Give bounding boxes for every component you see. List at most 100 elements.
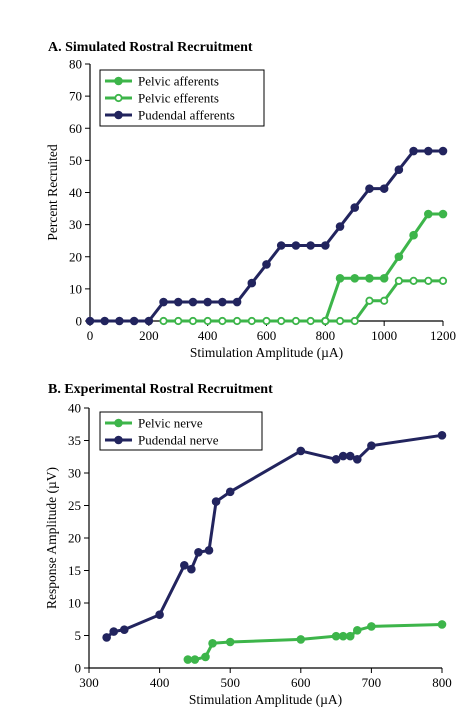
legend-swatch-marker [114, 110, 123, 120]
legend-box [99, 411, 263, 451]
panel-a-simulated-chart: A. Simulated Rostral Recruitment 0 10 20 30… [45, 40, 456, 360]
y-axis-label: Response Amplitude (µV) [44, 467, 59, 609]
x-tick-label: 600 [257, 328, 277, 343]
data-point-a-2 [115, 316, 124, 326]
panel-a-title: A. Simulated Rostral Recruitment [48, 40, 253, 55]
data-point-a-1 [232, 316, 242, 326]
data-point-a-2 [85, 316, 95, 326]
data-point-a-2 [379, 184, 389, 193]
legend-swatch-marker [114, 418, 123, 428]
data-point-a-2 [365, 184, 374, 193]
data-point-b-0 [331, 631, 341, 641]
y-tick-label: 60 [69, 121, 82, 136]
series-line-a-2 [88, 149, 445, 323]
data-point-a-2 [335, 222, 345, 231]
data-point-a-1 [321, 316, 330, 326]
data-point-b-0 [367, 622, 376, 631]
data-point-a-2 [321, 241, 330, 250]
data-point-a-0 [409, 230, 418, 240]
x-tick-label: 400 [198, 328, 218, 343]
data-point-b-1 [367, 441, 376, 451]
data-point-b-0 [190, 655, 200, 664]
x-tick-label: 800 [316, 328, 336, 343]
data-point-b-0 [208, 639, 217, 648]
data-point-a-2 [276, 241, 286, 250]
data-point-a-1 [335, 316, 345, 326]
y-tick-label: 10 [68, 596, 81, 611]
legend-label: Pudendal nerve [138, 433, 219, 448]
data-point-b-0 [437, 620, 447, 629]
x-tick-label: 600 [291, 675, 311, 690]
data-point-a-1 [218, 316, 227, 326]
legend-label: Pelvic afferents [138, 74, 219, 89]
data-point-a-2 [100, 316, 110, 326]
series-line-a-0 [323, 212, 445, 323]
data-point-b-1 [180, 561, 189, 570]
data-point-b-1 [296, 446, 306, 456]
data-point-b-0 [345, 631, 355, 641]
data-point-a-0 [365, 273, 374, 283]
legend-label: Pudendal afferents [138, 108, 235, 123]
legend-label: Pelvic efferents [138, 91, 219, 106]
y-tick-label: 40 [69, 185, 82, 200]
data-point-b-0 [183, 655, 193, 664]
data-point-a-0 [379, 273, 389, 283]
y-tick-label: 0 [75, 661, 82, 676]
data-point-a-2 [306, 241, 315, 250]
data-point-a-0 [438, 209, 448, 219]
data-point-a-1 [277, 316, 286, 326]
y-tick-label: 80 [69, 57, 82, 72]
y-tick-label: 20 [68, 531, 81, 546]
data-point-a-1 [306, 316, 315, 326]
x-tick-label: 200 [139, 328, 159, 343]
data-point-b-1 [331, 455, 341, 464]
data-point-b-1 [102, 633, 111, 642]
data-point-a-2 [144, 316, 154, 326]
data-point-a-2 [262, 260, 271, 269]
data-point-a-1 [365, 296, 374, 305]
data-point-b-1 [109, 627, 119, 636]
data-point-b-1 [187, 564, 196, 574]
y-tick-label: 20 [69, 249, 82, 264]
data-point-b-0 [225, 637, 235, 647]
data-point-b-1 [204, 546, 214, 555]
data-point-a-2 [350, 203, 360, 212]
panel-b-experimental-chart: B. Experimental Rostral Recruitment 0 5 10… [44, 382, 452, 707]
data-point-a-2 [291, 241, 301, 250]
x-axis-label: Stimulation Amplitude (µA) [190, 345, 343, 360]
data-point-a-1 [380, 296, 389, 305]
data-point-a-2 [423, 146, 433, 156]
y-tick-label: 40 [68, 401, 81, 416]
data-point-a-2 [129, 316, 139, 326]
x-tick-label: 700 [362, 675, 382, 690]
data-point-a-2 [188, 297, 198, 307]
data-point-a-2 [438, 146, 448, 156]
x-tick-label: 1200 [430, 328, 456, 343]
data-point-a-1 [291, 316, 301, 326]
data-point-b-0 [201, 652, 210, 662]
y-tick-label: 50 [69, 153, 82, 168]
data-point-a-0 [350, 273, 360, 283]
data-point-a-1 [174, 316, 183, 326]
data-point-b-1 [225, 487, 235, 497]
data-point-a-2 [173, 297, 183, 307]
y-tick-label: 30 [68, 466, 81, 481]
data-point-a-2 [203, 297, 212, 307]
data-point-a-2 [409, 146, 418, 156]
x-axis-label: Stimulation Amplitude (µA) [189, 692, 342, 707]
x-tick-label: 800 [432, 675, 452, 690]
legend-swatch-marker [114, 435, 123, 445]
data-point-a-1 [262, 316, 271, 326]
data-point-a-1 [424, 276, 433, 285]
data-point-b-0 [352, 626, 362, 635]
data-point-b-0 [338, 631, 348, 641]
data-point-a-2 [232, 297, 242, 307]
x-tick-label: 0 [87, 328, 94, 343]
data-point-a-1 [394, 276, 403, 285]
legend-swatch-marker [114, 76, 123, 86]
y-tick-label: 15 [68, 563, 81, 578]
data-point-a-2 [247, 278, 257, 288]
y-tick-label: 0 [76, 314, 83, 329]
data-point-b-1 [352, 455, 362, 464]
